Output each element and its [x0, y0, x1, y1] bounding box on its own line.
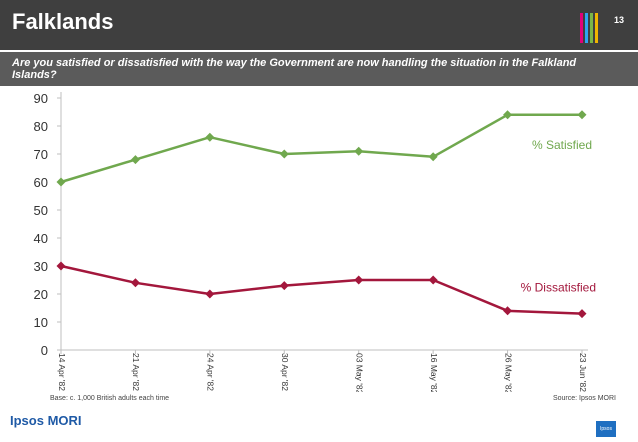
brand-stripes	[580, 13, 600, 43]
x-tick-label: 16 May '82	[429, 353, 439, 392]
page-title: Falklands	[12, 9, 114, 34]
line-chart: 0 10 20 30 40 50 60 70 80 90 14 Apr '82 21 Apr '82 2…	[34, 91, 596, 392]
data-point-marker	[205, 132, 215, 142]
stripe-2	[585, 13, 588, 43]
data-point-marker	[279, 281, 289, 291]
data-point-marker	[130, 278, 140, 288]
series-line	[60, 264, 583, 315]
x-tick-label: 03 May '82	[354, 353, 364, 392]
y-tick-label: 0	[41, 343, 48, 358]
stripe-1	[580, 13, 583, 43]
y-tick-label: 20	[34, 287, 48, 302]
data-point-marker	[428, 152, 438, 162]
y-tick-label: 40	[34, 231, 48, 246]
stripe-4	[595, 13, 598, 43]
data-point-marker	[56, 261, 66, 271]
series-label: % Dissatisfied	[521, 281, 596, 295]
base-note: Base: c. 1,000 British adults each time	[50, 395, 170, 402]
data-point-marker	[56, 177, 66, 187]
header-bar: Falklands 13	[0, 0, 638, 50]
survey-question: Are you satisfied or dissatisfied with t…	[12, 57, 577, 81]
y-tick-label: 50	[34, 203, 48, 218]
data-point-marker	[577, 309, 587, 319]
source-note: Source: Ipsos MORI	[552, 395, 616, 402]
y-tick-label: 30	[34, 259, 48, 274]
data-point-marker	[503, 110, 513, 120]
y-tick-label: 10	[34, 315, 48, 330]
x-tick-label: 23 Jun '82	[578, 353, 588, 392]
x-tick-label: 14 Apr '82	[57, 353, 67, 391]
y-tick-label: 60	[34, 175, 48, 190]
brand-logo-text: Ipsos MORI	[10, 413, 82, 428]
y-tick-label: 70	[34, 147, 48, 162]
data-point-marker	[354, 275, 364, 285]
page-number: 13	[614, 15, 625, 25]
data-point-marker	[503, 306, 513, 316]
y-tick-label: 90	[34, 91, 48, 106]
series-label: % Satisfied	[532, 138, 592, 152]
data-point-marker	[577, 110, 587, 120]
data-point-marker	[354, 146, 364, 156]
y-tick-label: 80	[34, 119, 48, 134]
data-point-marker	[279, 149, 289, 159]
data-point-marker	[205, 289, 215, 299]
data-point-marker	[428, 275, 438, 285]
ipsos-logo: Ipsos	[596, 421, 616, 437]
x-tick-label: 26 May '82	[503, 353, 513, 392]
question-band: Are you satisfied or dissatisfied with t…	[0, 52, 638, 86]
stripe-3	[590, 13, 593, 43]
series-line	[60, 113, 582, 184]
x-tick-label: 30 Apr '82	[280, 353, 290, 391]
x-tick-label: 21 Apr '82	[131, 353, 141, 391]
x-tick-label: 24 Apr '82	[206, 353, 216, 391]
data-point-marker	[130, 155, 140, 165]
